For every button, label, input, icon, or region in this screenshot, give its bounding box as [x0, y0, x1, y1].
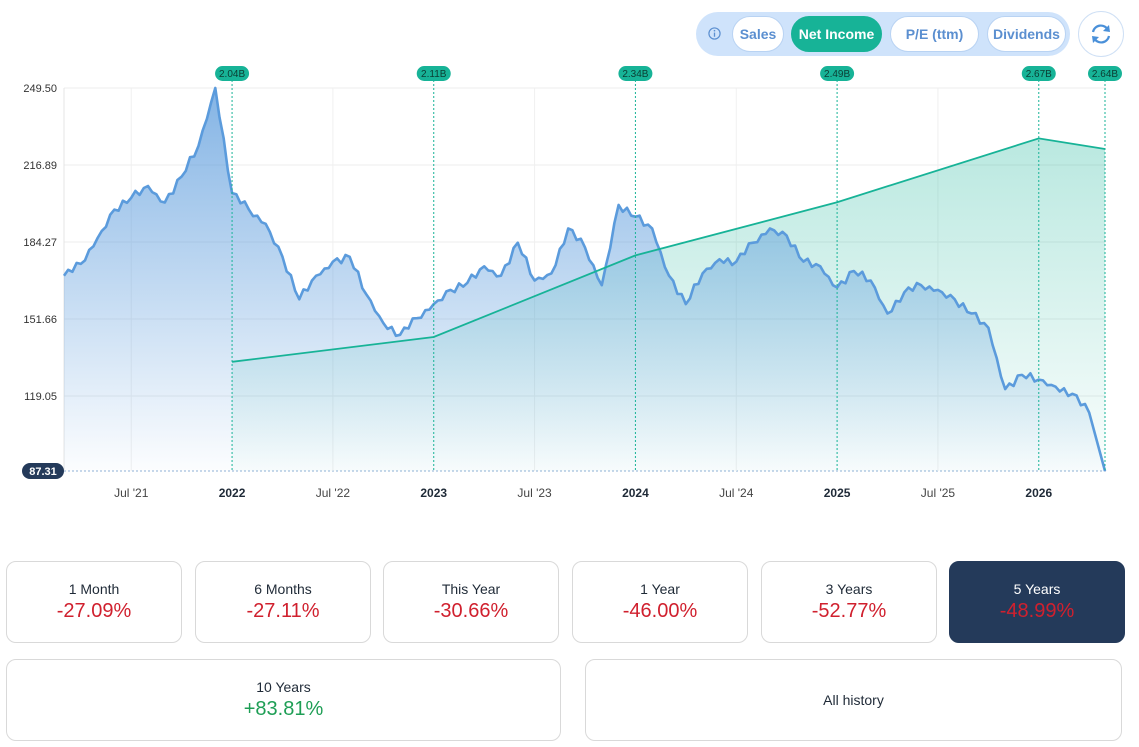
info-circle-icon[interactable]	[708, 27, 721, 40]
x-axis: Jul '21 2022 Jul '22 2023 Jul '23 2024 Jul '24…	[114, 486, 1052, 500]
card-value: -30.66%	[433, 600, 509, 622]
card-label: 5 Years	[1013, 581, 1061, 597]
refresh-icon	[1091, 24, 1111, 44]
pe-ttm-button[interactable]: P/E (ttm)	[890, 16, 979, 52]
net-income-badge	[618, 66, 653, 81]
current-price-label: 87.31	[29, 466, 57, 478]
card-value: +83.81%	[243, 698, 324, 720]
all-history-card[interactable]: All history	[585, 659, 1122, 741]
x-tick-label: Jul '24	[719, 486, 754, 500]
card-value: -52.77%	[811, 600, 887, 622]
sales-button[interactable]: Sales	[732, 16, 784, 52]
refresh-button[interactable]	[1078, 11, 1124, 57]
ten-years-card[interactable]: 10 Years +83.81%	[6, 659, 561, 741]
price-series	[62, 86, 1107, 472]
net-income-label: 2.64B	[1092, 69, 1118, 80]
period-card[interactable]: This Year -30.66%	[383, 561, 559, 643]
price-chart: 249.50 216.89 184.27 151.66 119.05 87.31 Jul …	[22, 66, 1122, 500]
card-label: 1 Month	[68, 581, 120, 597]
y-tick-label: 184.27	[23, 237, 57, 249]
card-value: -27.11%	[246, 600, 320, 622]
x-tick-label: Jul '21	[114, 486, 149, 500]
metric-toggle-group: Sales Net Income P/E (ttm) Dividends	[696, 12, 1070, 56]
card-label: This Year	[441, 581, 501, 597]
price-area	[64, 88, 1105, 471]
card-label: 3 Years	[825, 581, 873, 597]
x-tick-label: Jul '23	[517, 486, 552, 500]
card-label: 6 Months	[254, 581, 312, 597]
x-tick-label: 2023	[420, 486, 447, 500]
period-card[interactable]: 1 Month -27.09%	[6, 561, 182, 643]
y-tick-label: 249.50	[23, 83, 57, 95]
net-income-markers: 2.04B 2.11B 2.34B 2.49B 2.67B 2.64B	[215, 66, 1122, 471]
y-axis: 249.50 216.89 184.27 151.66 119.05 87.31	[22, 83, 64, 479]
net-income-badge	[215, 66, 250, 81]
net-income-badge	[1088, 66, 1122, 81]
net-income-label: 2.49B	[824, 69, 850, 80]
period-card[interactable]: 6 Months -27.11%	[195, 561, 371, 643]
card-value: -48.99%	[999, 600, 1075, 622]
x-tick-label: 2022	[219, 486, 246, 500]
net-income-badge	[1021, 66, 1056, 81]
x-tick-label: Jul '22	[316, 486, 351, 500]
x-tick-label: 2024	[622, 486, 649, 500]
card-value: -27.09%	[56, 600, 132, 622]
period-card[interactable]: 5 Years -48.99%	[949, 561, 1125, 643]
price-line	[62, 86, 1107, 472]
period-card[interactable]: 1 Year -46.00%	[572, 561, 748, 643]
period-card[interactable]: 3 Years -52.77%	[761, 561, 937, 643]
net-income-badge	[820, 66, 855, 81]
net-income-line	[231, 137, 1106, 363]
net-income-button[interactable]: Net Income	[791, 16, 882, 52]
current-price-badge	[22, 463, 64, 479]
net-income-label: 2.04B	[219, 69, 245, 80]
card-label: All history	[823, 692, 884, 708]
net-income-label: 2.67B	[1026, 69, 1052, 80]
card-value: -46.00%	[622, 600, 698, 622]
y-tick-label: 119.05	[24, 391, 57, 403]
y-tick-label: 151.66	[23, 314, 57, 326]
dividends-button[interactable]: Dividends	[987, 16, 1066, 52]
x-tick-label: Jul '25	[921, 486, 956, 500]
net-income-badge	[416, 66, 451, 81]
x-tick-label: 2025	[824, 486, 851, 500]
net-income-label: 2.11B	[421, 69, 447, 80]
x-tick-label: 2026	[1025, 486, 1052, 500]
card-label: 10 Years	[256, 679, 311, 695]
card-label: 1 Year	[640, 581, 680, 597]
y-tick-label: 216.89	[23, 160, 57, 172]
net-income-label: 2.34B	[622, 69, 648, 80]
